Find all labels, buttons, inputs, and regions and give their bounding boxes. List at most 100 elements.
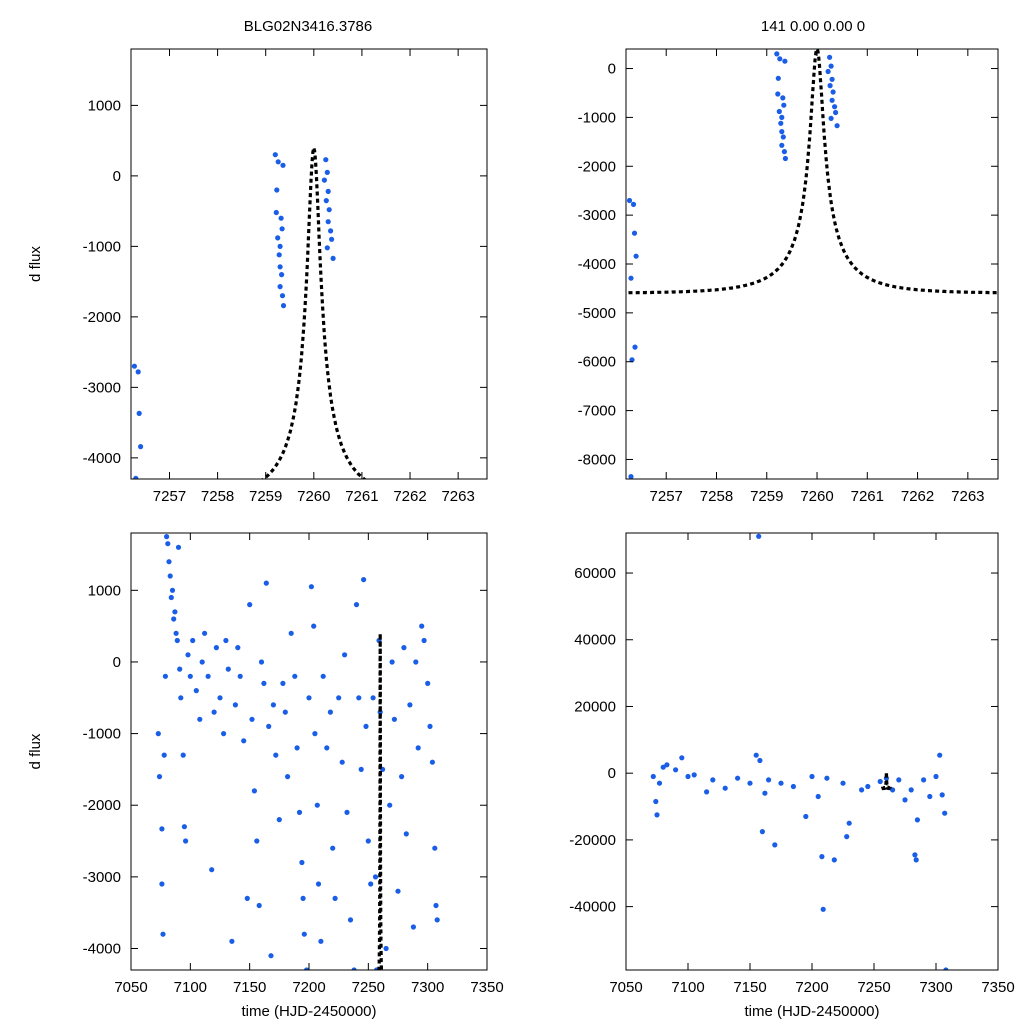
data-point: [363, 723, 369, 730]
data-point: [325, 188, 331, 194]
y-tick-label: -4000: [83, 450, 121, 467]
data-point: [185, 652, 191, 658]
data-point: [329, 236, 335, 242]
x-tick-label: 7250: [857, 979, 890, 996]
data-point: [825, 68, 831, 75]
data-point: [202, 630, 208, 636]
data-point: [211, 709, 217, 715]
data-point: [330, 255, 336, 261]
data-point: [273, 752, 279, 758]
data-point: [275, 159, 281, 165]
data-point: [824, 775, 830, 781]
data-point: [197, 716, 203, 722]
plot-area: [650, 533, 949, 970]
data-point: [229, 938, 235, 944]
y-tick-label: -40000: [569, 899, 616, 916]
data-point: [235, 645, 241, 651]
x-tick-label: 7262: [901, 488, 934, 505]
data-point: [135, 369, 141, 375]
x-tick-label: 7261: [851, 488, 884, 505]
data-point: [155, 731, 161, 737]
data-point: [902, 797, 908, 803]
y-tick-label: 1000: [88, 97, 121, 114]
y-tick-label: 40000: [574, 632, 616, 649]
y-tick-label: -6000: [578, 354, 616, 371]
data-point: [268, 953, 274, 959]
x-tick-label: 7257: [153, 488, 186, 505]
data-point: [323, 198, 329, 204]
y-tick-label: -1000: [578, 109, 616, 126]
y-tick-label: -7000: [578, 403, 616, 420]
y-tick-label: 20000: [574, 698, 616, 715]
y-tick-label: 0: [113, 654, 121, 671]
y-axis-label: d flux: [27, 733, 44, 769]
x-tick-label: 7261: [345, 488, 378, 505]
data-point: [131, 363, 137, 369]
plot-area: [155, 534, 440, 970]
x-tick-label: 7263: [441, 488, 474, 505]
data-point: [942, 810, 948, 816]
data-point: [276, 817, 282, 823]
data-point: [368, 881, 374, 887]
left-title: BLG02N3416.3786: [244, 18, 372, 35]
plot-frame: [130, 532, 488, 971]
data-point: [328, 228, 334, 234]
data-point: [332, 895, 338, 902]
data-point: [685, 773, 691, 780]
x-tick-label: 7263: [951, 488, 984, 505]
model-curve: [881, 771, 892, 791]
data-point: [780, 134, 786, 140]
y-tick-label: 0: [608, 765, 616, 782]
data-point: [779, 114, 785, 120]
data-point: [249, 716, 255, 722]
data-point: [710, 777, 716, 783]
data-point: [138, 444, 144, 450]
data-point: [279, 226, 285, 232]
data-point: [169, 587, 176, 593]
x-tick-label: 7259: [249, 488, 282, 505]
x-tick-label: 7300: [919, 979, 952, 996]
x-tick-label: 7262: [393, 488, 426, 505]
x-tick-label: 7300: [411, 979, 444, 996]
data-point: [383, 945, 389, 952]
data-point: [279, 272, 285, 278]
data-point: [896, 777, 902, 783]
data-point: [247, 602, 253, 608]
data-point: [277, 284, 283, 290]
x-tick-label: 7200: [795, 979, 828, 996]
data-point: [781, 149, 788, 155]
x-tick-label: 7250: [352, 979, 385, 996]
data-point: [865, 783, 871, 790]
y-tick-label: 1000: [88, 582, 121, 599]
data-point: [274, 187, 280, 193]
data-point: [223, 637, 229, 644]
data-point: [166, 559, 172, 565]
data-point: [199, 659, 205, 665]
data-point: [759, 829, 766, 835]
axes: 7257 7258 7259 7260 7261 7262 7263 -4000 -3000 -2…: [27, 48, 488, 505]
data-point: [353, 602, 360, 608]
y-tick-label: -3000: [83, 379, 121, 396]
data-point: [913, 857, 919, 863]
data-point: [167, 573, 173, 579]
data-point: [753, 752, 759, 758]
data-point: [292, 673, 298, 679]
data-point: [323, 157, 329, 163]
data-point: [251, 788, 257, 794]
data-point: [372, 874, 379, 880]
data-point: [237, 673, 243, 679]
data-point: [772, 842, 778, 848]
x-tick-label: 7150: [733, 979, 766, 996]
data-point: [327, 709, 333, 715]
data-point: [410, 924, 416, 930]
model-curve: [377, 633, 384, 970]
panel-full-left: 7050 7100 7150 7200 7250 7300 7350 -4000 -3000 -2…: [27, 532, 504, 1020]
y-tick-label: -5000: [578, 305, 616, 322]
data-point: [308, 584, 314, 590]
data-point: [241, 738, 247, 744]
data-point: [735, 775, 741, 781]
data-point: [421, 637, 427, 644]
data-point: [803, 813, 809, 820]
data-point: [427, 723, 433, 730]
data-point: [225, 666, 231, 672]
